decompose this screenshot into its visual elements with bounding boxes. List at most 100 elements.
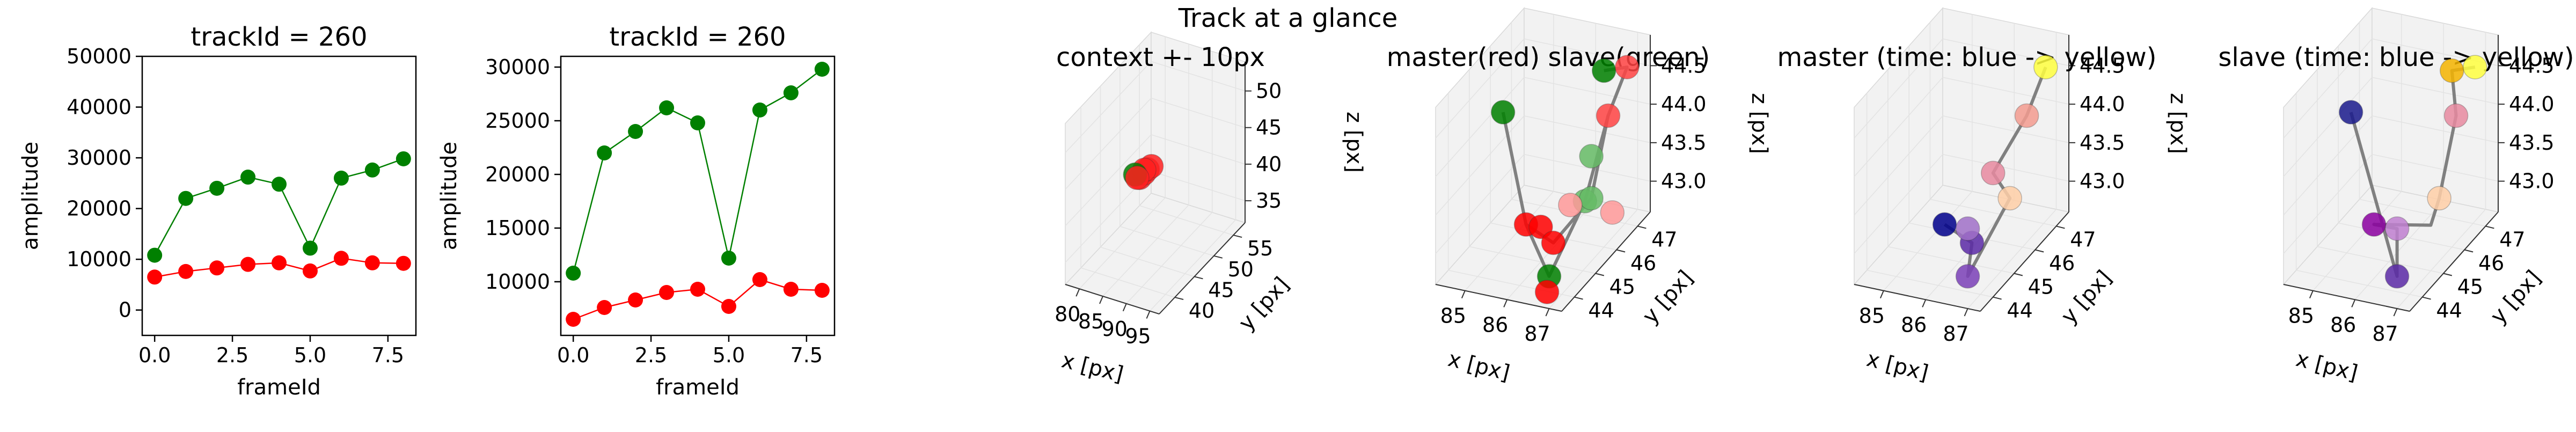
y-tick-label: 44 bbox=[2007, 299, 2032, 323]
x-tick-label: 87 bbox=[2372, 322, 2398, 346]
trajectory-line-1 bbox=[2349, 65, 2476, 278]
x-axis-label: x [px] bbox=[2293, 347, 2360, 386]
z-tick-label: 43.5 bbox=[1661, 131, 1707, 155]
grid-line bbox=[1151, 98, 1246, 128]
y-tick-label: 46 bbox=[2049, 251, 2075, 275]
x-tick-mark bbox=[2351, 299, 2356, 307]
data-point bbox=[628, 292, 643, 307]
y-tick-label: 45 bbox=[2457, 275, 2483, 299]
data-point bbox=[302, 240, 318, 256]
x-tick-label: 85 bbox=[2288, 304, 2314, 328]
x-tick-mark bbox=[2309, 290, 2314, 299]
grid-line bbox=[1435, 38, 1525, 138]
y-tick-mark bbox=[1993, 296, 2002, 300]
data-point bbox=[690, 115, 705, 130]
z-tick-label: 44.5 bbox=[2509, 54, 2555, 77]
x-tick-mark bbox=[1146, 311, 1151, 319]
z-tick-label: 50 bbox=[1256, 79, 1282, 103]
data-point bbox=[396, 255, 411, 271]
x-tick-mark bbox=[2393, 308, 2398, 317]
z-tick-label: 44.0 bbox=[2080, 92, 2125, 116]
y-tick-label: 15000 bbox=[485, 216, 550, 240]
y-tick-mark bbox=[1174, 297, 1184, 301]
z-tick-label: 44.0 bbox=[2509, 92, 2555, 116]
data-point bbox=[147, 269, 163, 285]
grid-line bbox=[1149, 219, 1236, 312]
grid-line bbox=[2283, 77, 2373, 177]
grid-line bbox=[2396, 209, 2486, 309]
back-pane bbox=[1524, 8, 1651, 213]
plot-frame bbox=[141, 55, 417, 336]
figure-suptitle: Track at a glance bbox=[1178, 3, 1398, 33]
x-tick-label: 85 bbox=[1859, 304, 1885, 328]
x-tick-mark bbox=[1122, 303, 1127, 312]
grid-line bbox=[2296, 269, 2423, 298]
grid-line bbox=[1465, 191, 1554, 291]
grid-line bbox=[1151, 134, 1246, 165]
x-tick-mark bbox=[1099, 296, 1103, 304]
data-point bbox=[302, 263, 318, 279]
x-axis-label: x [px] bbox=[1864, 347, 1930, 386]
grid-line bbox=[1102, 204, 1189, 297]
x-tick-label: 7.5 bbox=[791, 343, 823, 367]
y-tick-label: 44 bbox=[2436, 299, 2462, 323]
data-point bbox=[333, 251, 349, 266]
grid-line bbox=[1854, 115, 1943, 216]
x-tick-mark bbox=[1503, 299, 1508, 307]
data-point bbox=[2033, 55, 2058, 79]
data-point bbox=[814, 62, 830, 77]
data-point bbox=[209, 260, 225, 276]
x-tick-label: 86 bbox=[1482, 313, 1508, 336]
x-tick-label: 2.5 bbox=[216, 343, 248, 367]
y-tick-label: 44 bbox=[1588, 299, 1614, 323]
z-axis-label: z [px] bbox=[1342, 112, 1366, 173]
x-tick-label: 5.0 bbox=[294, 343, 326, 367]
y-tick-mark bbox=[1194, 276, 1203, 280]
data-point bbox=[364, 162, 380, 178]
x-tick-label: 2.5 bbox=[635, 343, 667, 367]
data-point bbox=[2463, 55, 2487, 79]
grid-line bbox=[1854, 77, 1943, 177]
y-tick-label: 46 bbox=[1630, 251, 1656, 275]
grid-line bbox=[1151, 61, 1246, 92]
grid-line bbox=[1854, 38, 1943, 138]
data-point bbox=[1541, 230, 1566, 255]
x-tick-mark bbox=[1545, 308, 1550, 317]
chart-title: context +- 10px bbox=[1056, 42, 1265, 72]
grid-line bbox=[1435, 154, 1525, 254]
grid-line bbox=[2372, 153, 2499, 182]
data-point bbox=[814, 283, 830, 298]
grid-line bbox=[1100, 246, 1195, 277]
chart-title: trackId = 260 bbox=[191, 22, 367, 52]
y-tick-mark bbox=[2014, 273, 2023, 276]
y-axis-label: amplitude bbox=[18, 142, 43, 250]
data-point bbox=[1955, 264, 1980, 289]
line-chart-1: 0.0 2.5 5.0 7.5 0 10000 20000 30000 40000 50000 tr… bbox=[18, 22, 417, 400]
y-tick-label: 45 bbox=[1208, 278, 1234, 302]
grid-line bbox=[1524, 115, 1651, 143]
z-axis-label: z [px] bbox=[1747, 93, 1772, 154]
y-tick-mark bbox=[2422, 296, 2431, 300]
x-tick-mark bbox=[1879, 290, 1884, 299]
y-axis-line bbox=[1980, 211, 2069, 312]
grid-line bbox=[1883, 191, 1973, 291]
data-point bbox=[1955, 216, 1980, 241]
data-point bbox=[2338, 100, 2363, 125]
z-axis-label: z [px] bbox=[2165, 93, 2190, 154]
z-tick-label: 44.5 bbox=[2080, 54, 2125, 77]
data-point bbox=[2384, 216, 2410, 241]
y-tick-mark bbox=[2464, 249, 2473, 253]
x-tick-mark bbox=[1922, 299, 1927, 307]
data-point bbox=[1932, 212, 1957, 237]
data-point bbox=[364, 255, 380, 270]
data-point bbox=[2427, 186, 2451, 211]
data-point bbox=[1125, 165, 1150, 191]
z-tick-label: 43.5 bbox=[2080, 131, 2125, 155]
z-tick-label: 44.5 bbox=[1661, 54, 1707, 77]
z-tick-label: 43.0 bbox=[2509, 170, 2555, 193]
